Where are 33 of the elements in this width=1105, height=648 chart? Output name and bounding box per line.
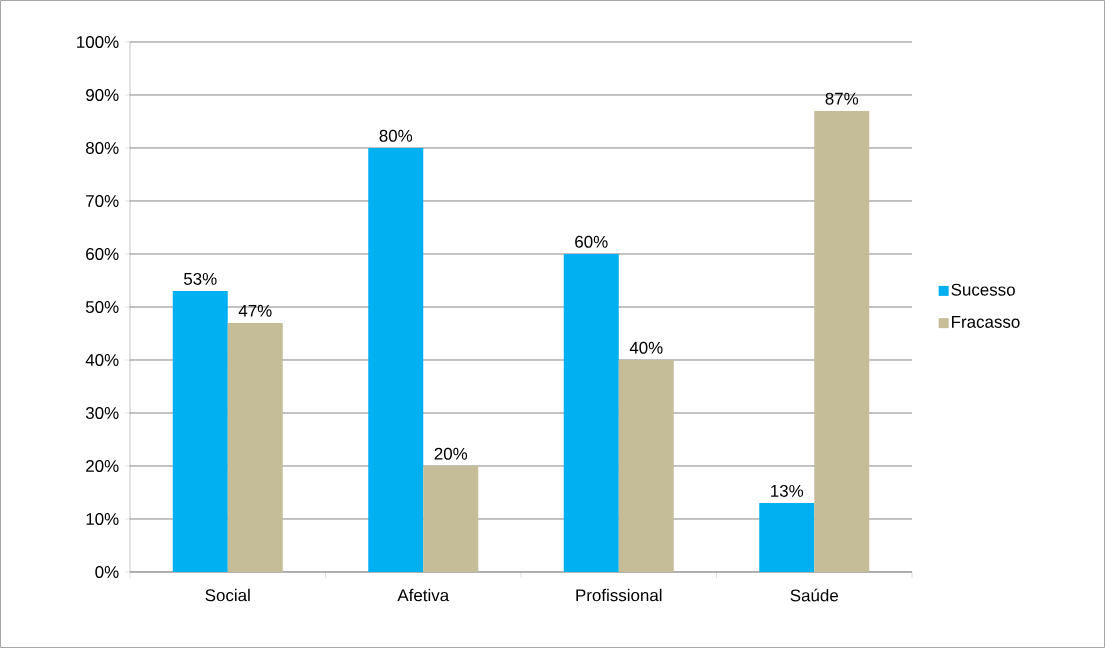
x-tick-label: Social: [205, 588, 250, 602]
y-tick-label: 100%: [77, 35, 119, 48]
bar: [759, 503, 815, 572]
data-label: 20%: [434, 447, 468, 460]
y-tick-label: 70%: [86, 194, 119, 207]
data-label: 60%: [575, 235, 608, 248]
bar: [423, 465, 479, 572]
y-tick-label: 0%: [95, 565, 119, 578]
x-tick-label: Saúde: [790, 588, 838, 602]
bar: [172, 291, 228, 572]
y-tick-label: 80%: [86, 141, 119, 154]
data-label: 40%: [629, 341, 663, 354]
y-tick-label: 50%: [85, 300, 119, 313]
data-label: 13%: [771, 484, 804, 497]
y-tick-label: 20%: [86, 459, 119, 472]
bar: [368, 147, 424, 572]
x-tick-label: Afetiva: [397, 588, 450, 602]
data-label: 47%: [238, 304, 272, 317]
data-label: 53%: [183, 272, 217, 285]
y-tick-label: 10%: [86, 512, 119, 525]
data-label: 87%: [825, 92, 859, 105]
bar: [227, 322, 283, 572]
data-label: 80%: [379, 129, 413, 142]
bar: [814, 110, 870, 572]
bar: [563, 253, 619, 572]
bar: [618, 359, 674, 572]
x-tick-label: Profissional: [576, 588, 662, 602]
y-tick-label: 30%: [85, 406, 119, 419]
y-tick-label: 90%: [86, 88, 119, 101]
legend-label: Sucesso: [951, 283, 1015, 296]
y-tick-label: 60%: [86, 247, 119, 260]
y-tick-label: 40%: [85, 353, 119, 366]
legend-label: Fracasso: [952, 316, 1020, 328]
